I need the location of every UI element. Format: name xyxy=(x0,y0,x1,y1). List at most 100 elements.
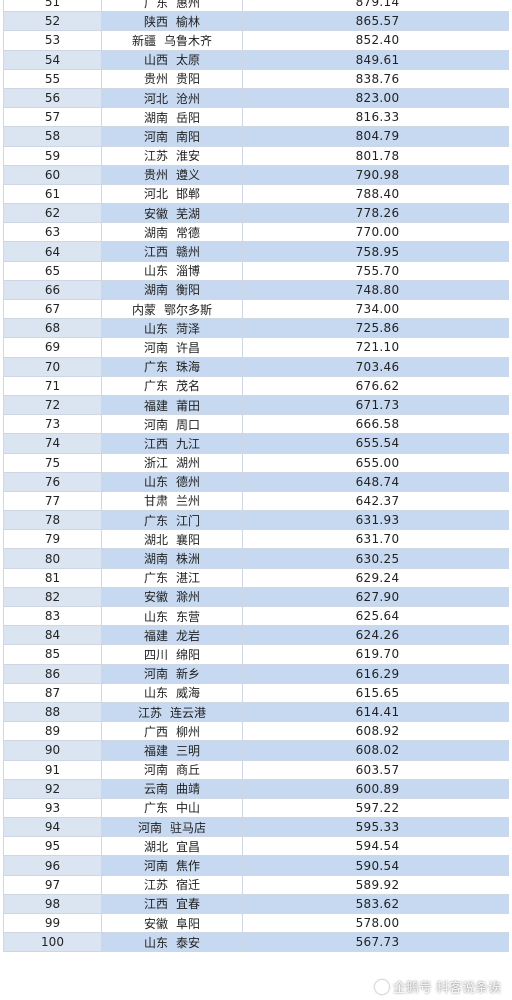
province-name: 河南 xyxy=(143,667,168,682)
province-name: 山东 xyxy=(143,321,168,336)
city-name: 湖州 xyxy=(176,456,201,471)
province-name: 浙江 xyxy=(143,456,168,471)
ranking-table: 51 广东 惠州 879.14 52 陕西 榆林 865.57 53 新疆 乌鲁木齐 852.40 54… xyxy=(3,0,509,953)
table-row: 56 河北 沧州 823.00 xyxy=(3,87,509,109)
city-cell: 广东 湛江 xyxy=(101,567,243,588)
value-cell: 816.33 xyxy=(242,107,509,128)
table-row: 87 山东 威海 615.65 xyxy=(3,682,509,703)
city-name: 沧州 xyxy=(176,91,201,106)
value-cell: 629.24 xyxy=(242,567,509,588)
city-cell: 江西 赣州 xyxy=(101,241,243,262)
city-name: 阜阳 xyxy=(176,916,201,931)
province-name: 安徽 xyxy=(143,206,168,221)
city-cell: 贵州 遵义 xyxy=(101,164,243,185)
table-row: 61 河北 邯郸 788.40 xyxy=(3,183,509,205)
city-cell: 河北 邯郸 xyxy=(101,183,243,205)
province-name: 江西 xyxy=(143,245,168,260)
city-name: 邯郸 xyxy=(176,187,201,202)
table-row: 76 山东 德州 648.74 xyxy=(3,471,509,492)
province-name: 河南 xyxy=(143,340,168,355)
city-cell: 贵州 贵阳 xyxy=(101,68,243,89)
city-cell: 江西 宜春 xyxy=(101,893,243,915)
table-row: 75 浙江 湖州 655.00 xyxy=(3,452,509,473)
table-row: 86 河南 新乡 616.29 xyxy=(3,663,509,684)
rank-cell: 61 xyxy=(3,183,102,205)
city-name: 湛江 xyxy=(176,571,201,586)
rank-cell: 88 xyxy=(3,701,102,723)
rank-cell: 51 xyxy=(3,0,102,13)
table-row: 59 江苏 淮安 801.78 xyxy=(3,145,509,166)
province-name: 陕西 xyxy=(143,14,168,29)
value-cell: 631.93 xyxy=(242,510,509,531)
rank-cell: 72 xyxy=(3,394,102,416)
city-cell: 河南 焦作 xyxy=(101,855,243,876)
city-cell: 山东 泰安 xyxy=(101,932,243,953)
rank-cell: 83 xyxy=(3,605,102,627)
province-name: 江西 xyxy=(143,897,168,912)
city-cell: 内蒙 鄂尔多斯 xyxy=(101,298,243,320)
province-name: 福建 xyxy=(143,743,168,758)
city-cell: 河南 商丘 xyxy=(101,759,243,780)
city-name: 德州 xyxy=(176,475,201,490)
province-name: 内蒙 xyxy=(131,302,156,317)
city-cell: 广东 茂名 xyxy=(101,375,243,396)
province-name: 湖南 xyxy=(143,110,168,125)
city-name: 许昌 xyxy=(176,340,201,355)
province-name: 江苏 xyxy=(143,149,168,164)
rank-cell: 79 xyxy=(3,529,102,550)
value-cell: 804.79 xyxy=(242,126,509,147)
value-cell: 614.41 xyxy=(242,701,509,723)
city-name: 连云港 xyxy=(170,705,207,720)
watermark: 企鹅号 科客说条诶 xyxy=(374,977,501,996)
city-name: 江门 xyxy=(176,513,201,528)
rank-cell: 93 xyxy=(3,797,102,819)
value-cell: 583.62 xyxy=(242,893,509,915)
city-cell: 新疆 乌鲁木齐 xyxy=(101,30,243,51)
city-cell: 山东 菏泽 xyxy=(101,318,243,339)
city-name: 兰州 xyxy=(176,494,201,509)
city-cell: 湖南 衡阳 xyxy=(101,279,243,301)
province-name: 湖南 xyxy=(143,552,168,567)
province-name: 河北 xyxy=(143,187,168,202)
city-cell: 广西 柳州 xyxy=(101,721,243,742)
province-name: 河南 xyxy=(143,763,168,778)
rank-cell: 97 xyxy=(3,874,102,895)
table-row: 99 安徽 阜阳 578.00 xyxy=(3,912,509,934)
city-cell: 福建 三明 xyxy=(101,740,243,761)
value-cell: 788.40 xyxy=(242,183,509,205)
table-row: 91 河南 商丘 603.57 xyxy=(3,759,509,780)
table-row: 53 新疆 乌鲁木齐 852.40 xyxy=(3,30,509,51)
table-row: 84 福建 龙岩 624.26 xyxy=(3,625,509,646)
rank-cell: 75 xyxy=(3,452,102,473)
table-row: 94 河南 驻马店 595.33 xyxy=(3,817,509,838)
province-name: 甘肃 xyxy=(143,494,168,509)
city-name: 绵阳 xyxy=(176,647,201,662)
rank-cell: 86 xyxy=(3,663,102,684)
city-cell: 甘肃 兰州 xyxy=(101,490,243,512)
city-cell: 江苏 宿迁 xyxy=(101,874,243,895)
city-name: 周口 xyxy=(176,417,201,432)
value-cell: 595.33 xyxy=(242,817,509,838)
value-cell: 627.90 xyxy=(242,586,509,608)
rank-cell: 60 xyxy=(3,164,102,185)
value-cell: 770.00 xyxy=(242,222,509,243)
table-row: 63 湖南 常德 770.00 xyxy=(3,222,509,243)
rank-cell: 53 xyxy=(3,30,102,51)
city-cell: 湖北 宜昌 xyxy=(101,836,243,857)
value-cell: 648.74 xyxy=(242,471,509,492)
value-cell: 616.29 xyxy=(242,663,509,684)
table-row: 85 四川 绵阳 619.70 xyxy=(3,644,509,665)
province-name: 河南 xyxy=(143,129,168,144)
value-cell: 755.70 xyxy=(242,260,509,281)
city-name: 东营 xyxy=(176,609,201,624)
value-cell: 865.57 xyxy=(242,11,509,32)
city-name: 莆田 xyxy=(176,398,201,413)
table-row: 77 甘肃 兰州 642.37 xyxy=(3,490,509,512)
city-cell: 福建 莆田 xyxy=(101,394,243,416)
city-cell: 湖北 襄阳 xyxy=(101,529,243,550)
city-name: 遵义 xyxy=(176,168,201,183)
province-name: 贵州 xyxy=(143,168,168,183)
city-cell: 河南 南阳 xyxy=(101,126,243,147)
rank-cell: 71 xyxy=(3,375,102,396)
rank-cell: 99 xyxy=(3,912,102,934)
